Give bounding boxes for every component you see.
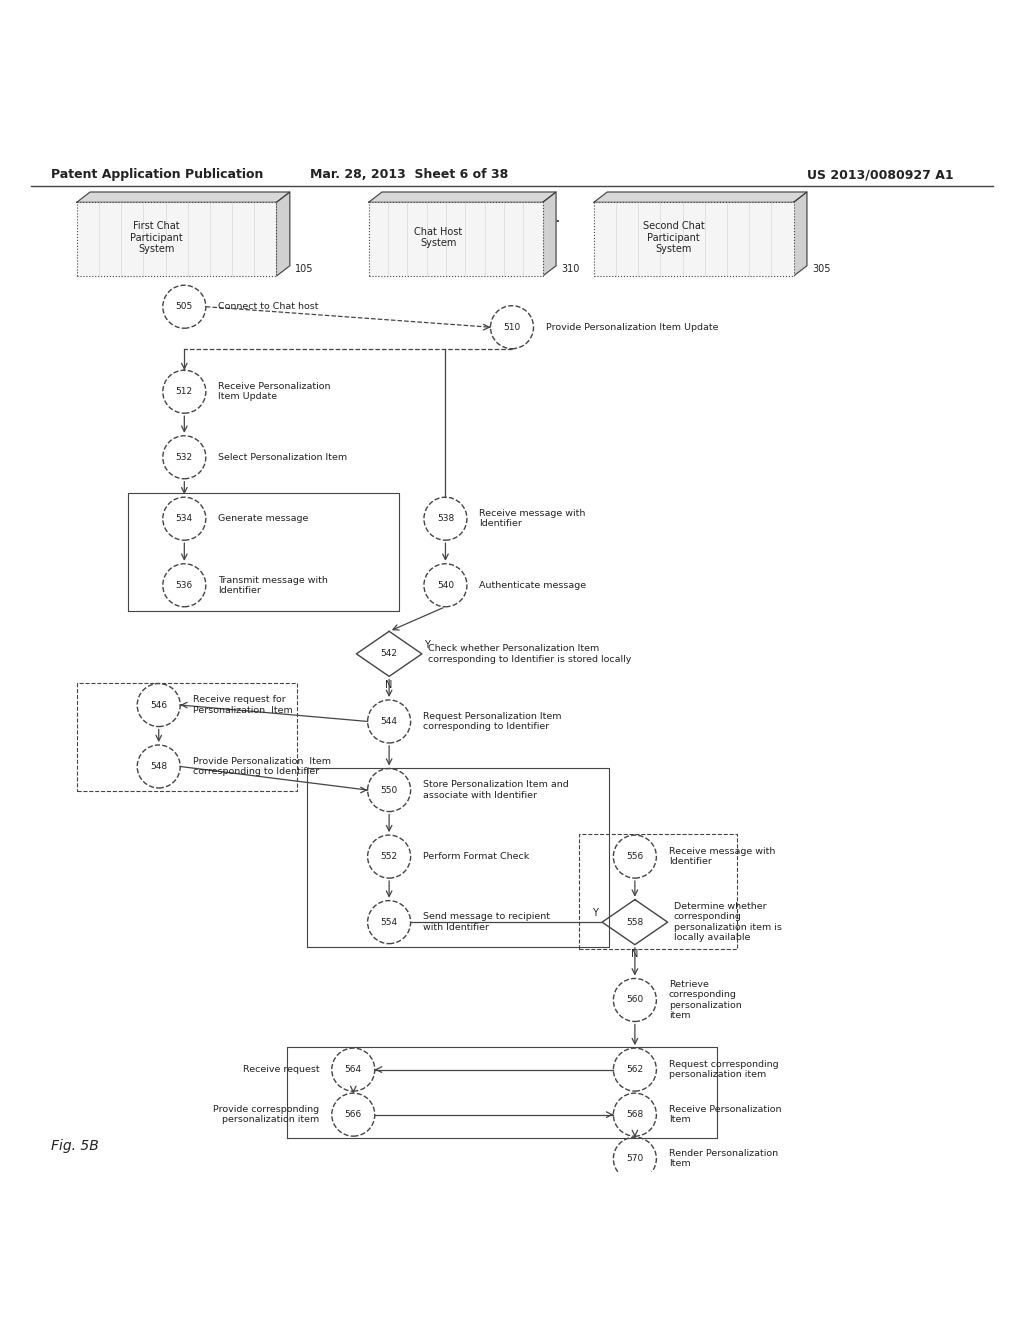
Text: 550: 550 [381,785,397,795]
Polygon shape [594,191,807,202]
Text: 542: 542 [381,649,397,659]
Text: N: N [385,681,393,690]
Text: 558: 558 [627,917,643,927]
Text: 548: 548 [151,762,167,771]
Text: Provide Personalization Item Update: Provide Personalization Item Update [546,322,718,331]
Text: Connect to Chat host: Connect to Chat host [218,302,318,312]
Text: Request Personalization Item
corresponding to Identifier: Request Personalization Item correspondi… [423,711,561,731]
Text: Provide Personalization  Item
corresponding to Identifier: Provide Personalization Item correspondi… [193,756,331,776]
FancyBboxPatch shape [369,202,543,276]
Text: Determine whether
corresponding
personalization item is
locally available: Determine whether corresponding personal… [674,902,781,942]
Text: 534: 534 [176,515,193,523]
FancyBboxPatch shape [594,202,794,276]
Text: 305: 305 [812,264,830,275]
Text: Mar. 28, 2013  Sheet 6 of 38: Mar. 28, 2013 Sheet 6 of 38 [310,168,509,181]
Text: 568: 568 [627,1110,643,1119]
Text: Render Personalization
Item: Render Personalization Item [669,1148,778,1168]
Text: 560: 560 [627,995,643,1005]
Text: 566: 566 [345,1110,361,1119]
Text: 546: 546 [151,701,167,710]
Text: Receive message with
Identifier: Receive message with Identifier [479,510,586,528]
Text: Provide corresponding
personalization item: Provide corresponding personalization it… [213,1105,319,1125]
Polygon shape [369,191,556,202]
Text: Retrieve
corresponding
personalization
item: Retrieve corresponding personalization i… [669,979,741,1020]
Text: Chat Host
System: Chat Host System [414,227,463,248]
Text: Request corresponding
personalization item: Request corresponding personalization it… [669,1060,778,1080]
Text: Second Chat
Participant
System: Second Chat Participant System [643,220,705,255]
Text: Receive request for
Personalization  Item: Receive request for Personalization Item [193,696,292,714]
Text: Store Personalization Item and
associate with Identifier: Store Personalization Item and associate… [423,780,568,800]
Text: US 2013/0080927 A1: US 2013/0080927 A1 [807,168,954,181]
Text: 564: 564 [345,1065,361,1074]
Text: 570: 570 [627,1154,643,1163]
Text: Receive Personalization
Item Update: Receive Personalization Item Update [218,381,331,401]
Text: 532: 532 [176,453,193,462]
Polygon shape [794,191,807,276]
Text: 552: 552 [381,853,397,861]
Polygon shape [276,191,290,276]
Text: First Chat
Participant
System: First Chat Participant System [130,220,183,255]
Text: 536: 536 [176,581,193,590]
FancyBboxPatch shape [77,202,276,276]
Text: Send message to recipient
with Identifier: Send message to recipient with Identifie… [423,912,550,932]
Text: Receive message with
Identifier: Receive message with Identifier [669,847,775,866]
Text: Patent Application Publication: Patent Application Publication [51,168,263,181]
Text: 544: 544 [381,717,397,726]
Text: 500B: 500B [490,205,534,220]
Text: 512: 512 [176,387,193,396]
Text: Receive Personalization
Item: Receive Personalization Item [669,1105,781,1125]
Polygon shape [543,191,556,276]
Text: 105: 105 [295,264,313,275]
Text: 540: 540 [437,581,454,590]
Text: 556: 556 [627,853,643,861]
Text: N: N [631,949,639,958]
Text: Fig. 5B: Fig. 5B [51,1139,99,1154]
Text: 554: 554 [381,917,397,927]
Text: Perform Format Check: Perform Format Check [423,853,529,861]
Text: 562: 562 [627,1065,643,1074]
Text: Select Personalization Item: Select Personalization Item [218,453,347,462]
Text: Y: Y [592,908,598,917]
Text: Authenticate message: Authenticate message [479,581,587,590]
Text: 538: 538 [437,515,454,523]
Text: 505: 505 [176,302,193,312]
Text: Receive request: Receive request [243,1065,319,1074]
Text: Generate message: Generate message [218,515,308,523]
Text: Y: Y [424,640,430,649]
Polygon shape [77,191,290,202]
Text: Check whether Personalization Item
corresponding to Identifier is stored locally: Check whether Personalization Item corre… [428,644,632,664]
Text: 510: 510 [504,322,520,331]
Text: Transmit message with
Identifier: Transmit message with Identifier [218,576,328,595]
Text: 310: 310 [561,264,580,275]
